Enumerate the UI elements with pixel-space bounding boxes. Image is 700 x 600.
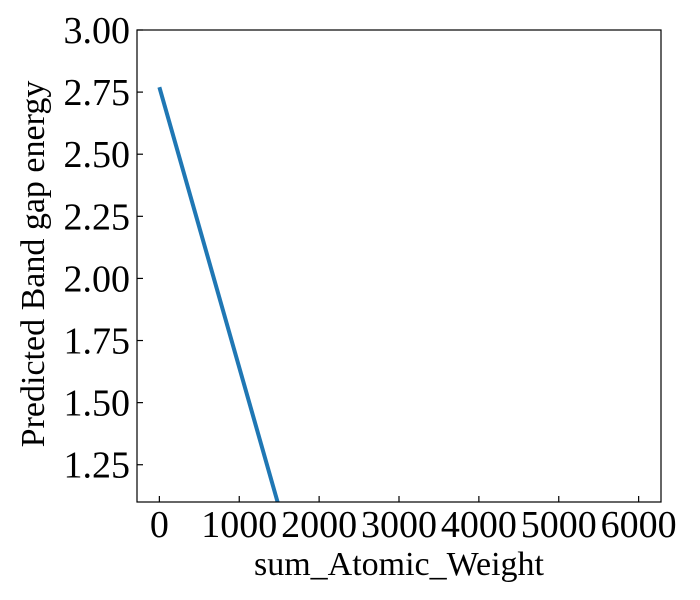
y-tick-label: 2.50 [64,134,131,176]
y-tick-label: 2.25 [64,196,131,238]
x-axis-title: sum_Atomic_Weight [254,546,545,583]
x-tick-label: 6000 [601,504,677,546]
x-tick-label: 5000 [521,504,597,546]
x-tick-label: 4000 [441,504,517,546]
y-tick-label: 2.75 [64,72,131,114]
y-tick-label: 1.25 [64,445,131,487]
y-axis-title: Predicted Band gap energy [15,81,52,448]
y-tick-label: 1.50 [64,383,131,425]
y-tick-label: 2.00 [64,258,131,300]
series-layer [157,86,280,502]
series-line-0 [157,86,280,502]
y-tick-label: 1.75 [64,321,131,363]
x-tick-label: 1000 [201,504,277,546]
y-tick-label: 3.00 [64,10,131,52]
y-axis: 1.25 1.50 1.75 2.00 2.25 2.50 2.75 3.00 [64,10,143,487]
x-tick-label: 3000 [361,504,437,546]
x-tick-label: 2000 [281,504,357,546]
x-tick-label: 0 [150,504,169,546]
x-axis: 0 1000 2000 3000 4000 5000 6000 [150,496,677,546]
